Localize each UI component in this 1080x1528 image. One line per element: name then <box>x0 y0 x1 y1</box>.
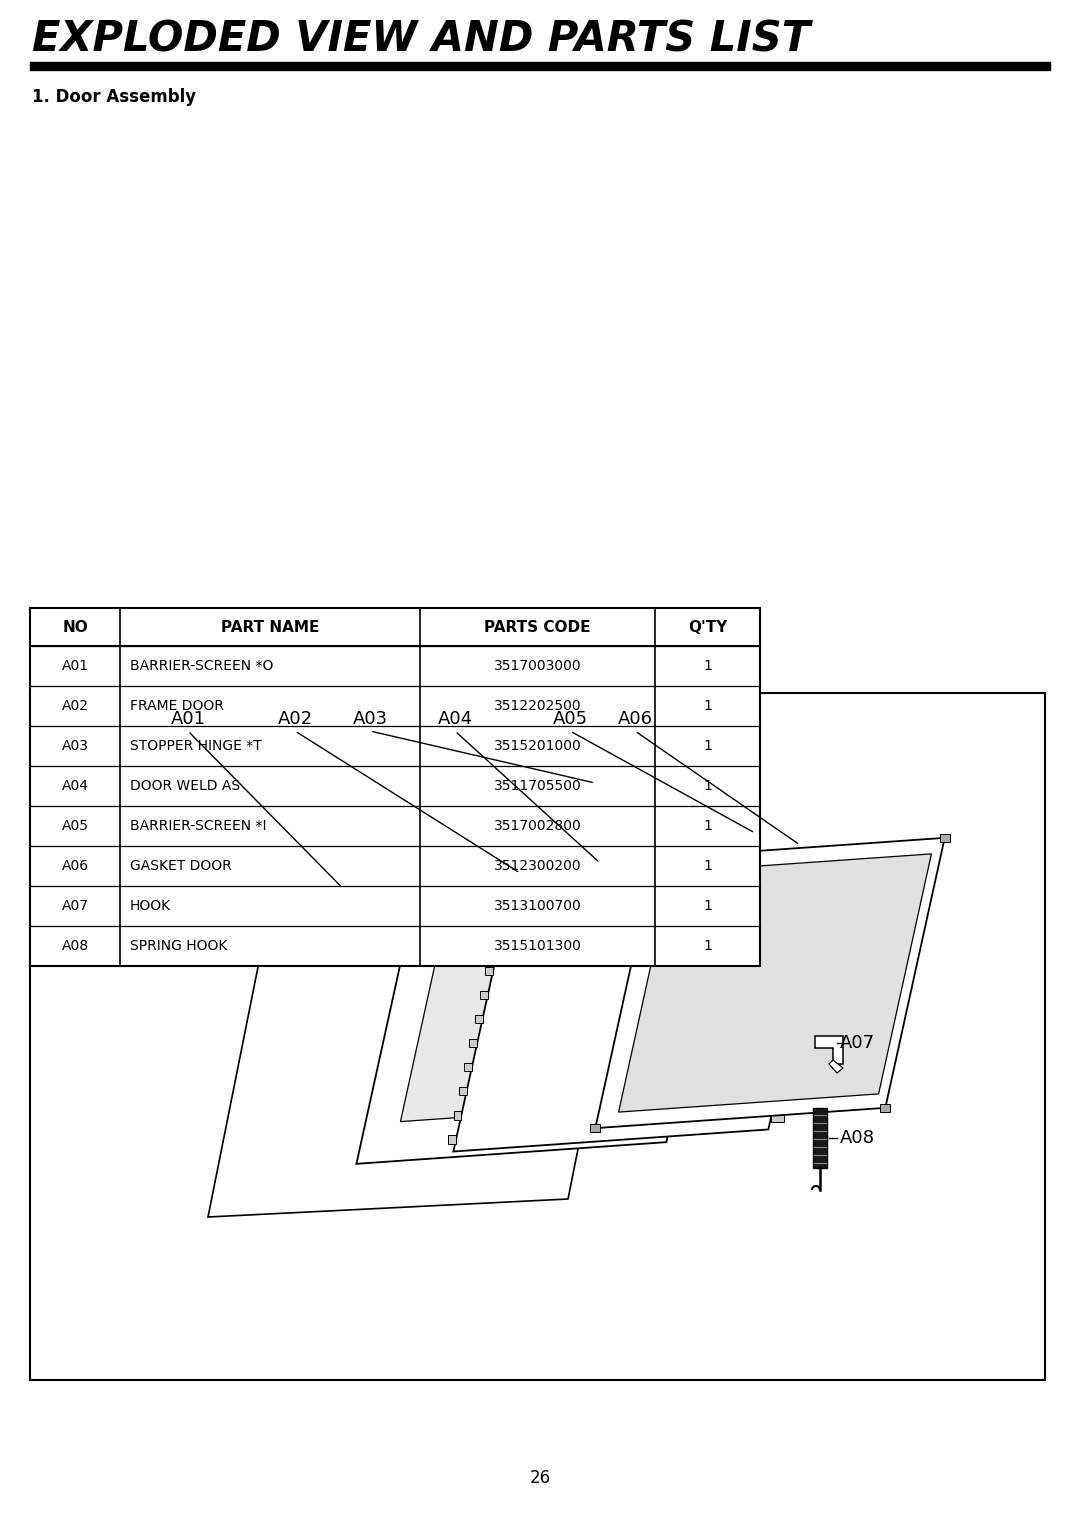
Text: BARRIER-SCREEN *O: BARRIER-SCREEN *O <box>130 659 273 672</box>
Text: A03: A03 <box>62 740 89 753</box>
Polygon shape <box>595 837 945 1128</box>
Bar <box>30 694 1045 1380</box>
Text: GASKET DOOR: GASKET DOOR <box>130 859 232 872</box>
Bar <box>813 1108 827 1167</box>
Text: 1: 1 <box>703 898 712 914</box>
Polygon shape <box>480 990 488 999</box>
Polygon shape <box>501 894 509 903</box>
Text: BARRIER-SCREEN *I: BARRIER-SCREEN *I <box>130 819 267 833</box>
Polygon shape <box>464 1063 472 1071</box>
Polygon shape <box>880 1103 890 1112</box>
Text: STOPPER HINGE *T: STOPPER HINGE *T <box>130 740 261 753</box>
Text: 26: 26 <box>529 1468 551 1487</box>
Polygon shape <box>578 778 630 808</box>
Polygon shape <box>777 1089 789 1097</box>
Polygon shape <box>787 1041 800 1050</box>
Text: 3515201000: 3515201000 <box>494 740 581 753</box>
Polygon shape <box>802 969 815 976</box>
Text: A06: A06 <box>62 859 89 872</box>
Text: 3511705500: 3511705500 <box>494 779 581 793</box>
Text: A05: A05 <box>553 711 588 727</box>
Text: A06: A06 <box>618 711 652 727</box>
Text: PART NAME: PART NAME <box>220 619 320 634</box>
Polygon shape <box>459 1086 467 1096</box>
Polygon shape <box>808 944 821 953</box>
Polygon shape <box>797 993 810 1001</box>
Text: 1: 1 <box>703 859 712 872</box>
Polygon shape <box>940 834 949 842</box>
Polygon shape <box>819 897 832 905</box>
Text: 1: 1 <box>703 779 712 793</box>
Bar <box>30 63 1050 70</box>
Text: PARTS CODE: PARTS CODE <box>484 619 591 634</box>
Text: 3517003000: 3517003000 <box>494 659 581 672</box>
Text: NO: NO <box>63 619 87 634</box>
Polygon shape <box>815 1036 843 1063</box>
Polygon shape <box>485 967 494 975</box>
Text: A07: A07 <box>62 898 89 914</box>
Text: A02: A02 <box>278 711 312 727</box>
Text: A07: A07 <box>840 1034 875 1051</box>
Text: 1. Door Assembly: 1. Door Assembly <box>32 89 197 105</box>
Polygon shape <box>496 918 503 927</box>
Text: A08: A08 <box>840 1129 875 1148</box>
Text: 3517002800: 3517002800 <box>494 819 581 833</box>
Polygon shape <box>650 854 660 862</box>
Polygon shape <box>356 882 724 1164</box>
Polygon shape <box>824 872 837 880</box>
Polygon shape <box>490 943 498 950</box>
Text: EXPLODED VIEW AND PARTS LIST: EXPLODED VIEW AND PARTS LIST <box>32 18 810 60</box>
Polygon shape <box>619 854 931 1112</box>
Polygon shape <box>208 879 632 1216</box>
Text: 3515101300: 3515101300 <box>494 940 581 953</box>
Polygon shape <box>591 1125 600 1132</box>
Polygon shape <box>771 1114 784 1122</box>
Polygon shape <box>496 1024 525 1044</box>
Polygon shape <box>454 865 826 1152</box>
Text: 3512300200: 3512300200 <box>494 859 581 872</box>
Polygon shape <box>454 1111 461 1120</box>
Text: DOOR WELD AS: DOOR WELD AS <box>130 779 240 793</box>
Text: A01: A01 <box>171 711 205 727</box>
Bar <box>30 608 760 966</box>
Polygon shape <box>782 1065 795 1074</box>
Text: A08: A08 <box>62 940 89 953</box>
Text: 1: 1 <box>703 740 712 753</box>
Text: 1: 1 <box>703 819 712 833</box>
Text: A01: A01 <box>62 659 89 672</box>
Polygon shape <box>813 920 826 929</box>
Text: A03: A03 <box>352 711 388 727</box>
Text: A04: A04 <box>437 711 473 727</box>
Text: A02: A02 <box>62 698 89 714</box>
Polygon shape <box>401 908 689 1122</box>
Text: HOOK: HOOK <box>130 898 171 914</box>
Text: SPRING HOOK: SPRING HOOK <box>130 940 228 953</box>
Text: 3512202500: 3512202500 <box>494 698 581 714</box>
Polygon shape <box>793 1016 806 1025</box>
Polygon shape <box>829 1060 843 1073</box>
Polygon shape <box>475 1015 483 1024</box>
Text: 1: 1 <box>703 940 712 953</box>
Text: A04: A04 <box>62 779 89 793</box>
Text: Q'TY: Q'TY <box>688 619 727 634</box>
Polygon shape <box>448 1135 456 1143</box>
Text: 3513100700: 3513100700 <box>494 898 581 914</box>
Polygon shape <box>470 1039 477 1047</box>
Text: A05: A05 <box>62 819 89 833</box>
Polygon shape <box>608 750 632 778</box>
Text: 1: 1 <box>703 659 712 672</box>
Text: FRAME DOOR: FRAME DOOR <box>130 698 224 714</box>
Text: 1: 1 <box>703 698 712 714</box>
